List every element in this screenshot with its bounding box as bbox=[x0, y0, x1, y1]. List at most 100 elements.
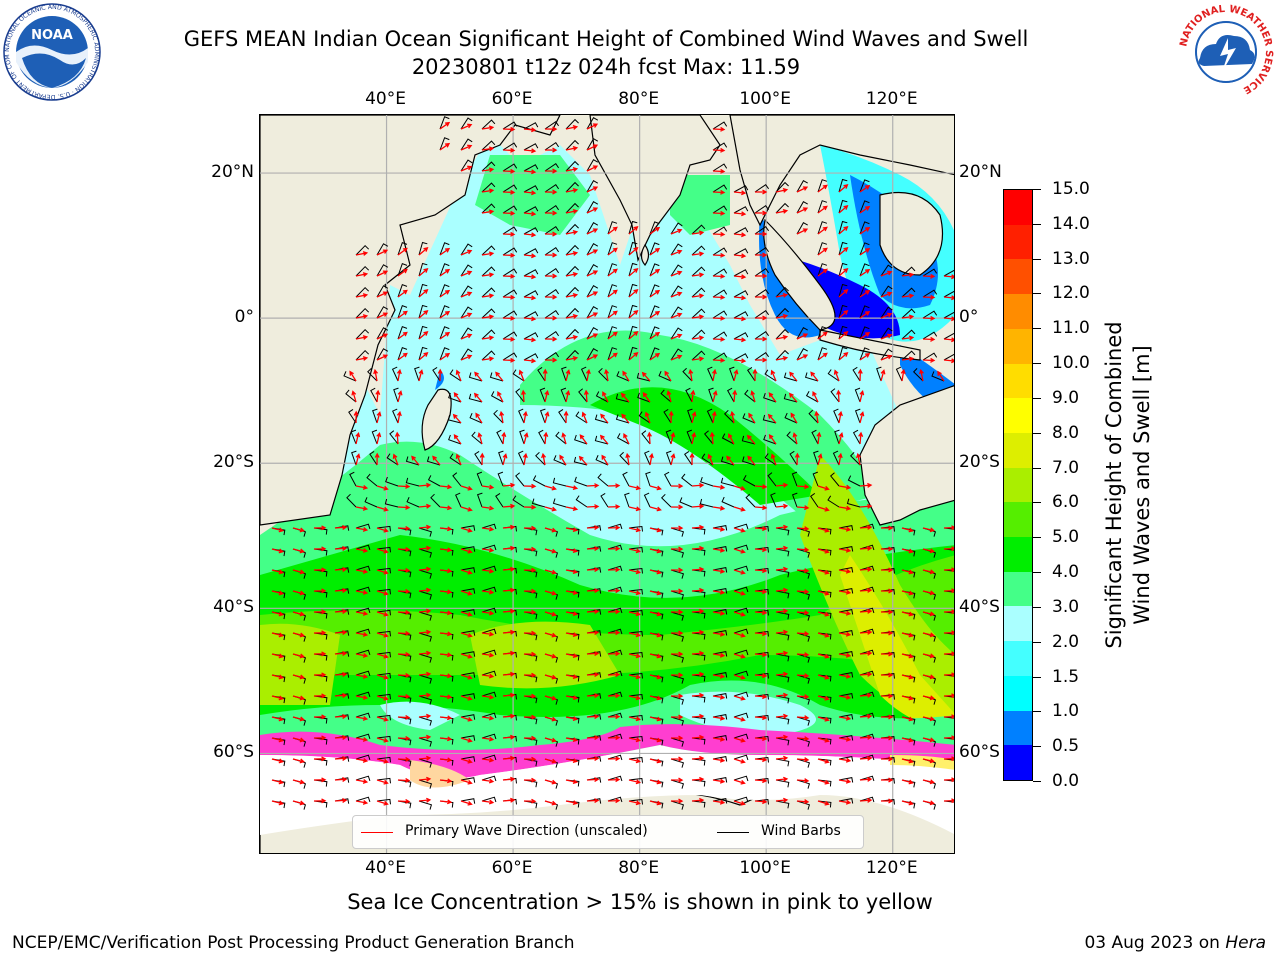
wind-barb bbox=[712, 714, 728, 720]
colorbar-segment bbox=[1004, 710, 1032, 746]
wave-arrow bbox=[691, 797, 705, 803]
wave-arrow bbox=[292, 695, 306, 701]
wind-barb bbox=[912, 368, 924, 382]
colorbar-tick-label: 1.0 bbox=[1052, 701, 1080, 722]
wave-arrow bbox=[918, 368, 924, 382]
wind-barb bbox=[859, 607, 875, 614]
wind-barb bbox=[922, 289, 938, 298]
wind-barb bbox=[859, 523, 875, 530]
colorbar-segment bbox=[1004, 571, 1032, 607]
wave-arrow bbox=[838, 184, 849, 193]
wind-barb bbox=[762, 414, 777, 424]
wave-arrow bbox=[817, 590, 830, 596]
wind-barb bbox=[712, 693, 728, 699]
wave-arrow bbox=[755, 273, 768, 279]
wave-arrow bbox=[691, 629, 705, 635]
wave-arrow bbox=[292, 548, 306, 554]
wave-arrow bbox=[586, 567, 600, 573]
wave-arrow bbox=[271, 653, 285, 659]
wave-arrow bbox=[796, 228, 809, 235]
wave-arrow bbox=[495, 371, 504, 382]
wave-arrow bbox=[838, 547, 852, 553]
wind-barb bbox=[418, 262, 428, 277]
wave-arrow bbox=[376, 548, 389, 554]
wave-arrow bbox=[481, 209, 495, 215]
wave-arrow bbox=[666, 390, 672, 403]
wave-arrow bbox=[544, 527, 557, 533]
wave-arrow bbox=[586, 249, 599, 256]
wind-barb bbox=[854, 408, 861, 424]
wave-arrow bbox=[523, 609, 537, 615]
wave-arrow bbox=[691, 776, 705, 782]
colorbar-tick-mark bbox=[1033, 467, 1041, 469]
colorbar-tick-label: 2.0 bbox=[1052, 631, 1080, 652]
wave-arrow bbox=[439, 568, 453, 574]
wave-arrow bbox=[523, 148, 537, 154]
wind-barb bbox=[502, 226, 518, 235]
wind-barb bbox=[628, 714, 643, 721]
wind-barb bbox=[355, 265, 370, 277]
wind-barb bbox=[574, 434, 588, 445]
wave-arrow bbox=[649, 779, 662, 785]
wave-arrow bbox=[418, 797, 432, 803]
wave-arrow bbox=[355, 568, 369, 574]
wave-arrow bbox=[838, 526, 852, 532]
wave-arrow bbox=[754, 715, 768, 721]
wind-barb bbox=[754, 331, 770, 340]
wind-barb bbox=[490, 391, 504, 403]
wave-arrow bbox=[607, 483, 621, 489]
colorbar-segment bbox=[1004, 537, 1032, 572]
colorbar-tick-mark bbox=[1033, 363, 1041, 365]
wind-barb bbox=[481, 544, 497, 551]
wave-arrow bbox=[837, 452, 843, 466]
wave-arrow bbox=[439, 331, 451, 340]
wind-barb bbox=[901, 308, 916, 319]
wind-barb bbox=[838, 714, 854, 720]
lat-tick-label: 60°S bbox=[213, 742, 254, 763]
wave-arrow bbox=[523, 316, 537, 322]
wave-arrow bbox=[559, 454, 567, 466]
colorbar-label-line1: Significant Height of Combined bbox=[1102, 321, 1126, 649]
wave-arrow bbox=[838, 631, 852, 637]
wind-barb bbox=[628, 735, 643, 742]
wind-barb bbox=[523, 269, 539, 277]
wind-barb bbox=[628, 588, 643, 595]
colorbar-tick-mark bbox=[1033, 537, 1041, 539]
wave-arrow bbox=[583, 389, 589, 403]
wind-barb bbox=[649, 221, 660, 235]
wind-barb bbox=[712, 630, 728, 636]
wind-barb bbox=[754, 352, 770, 361]
wave-arrow bbox=[565, 611, 579, 617]
wave-arrow bbox=[523, 127, 537, 133]
wave-arrow bbox=[453, 434, 462, 445]
wave-arrow bbox=[649, 548, 662, 554]
wind-barb bbox=[901, 287, 916, 298]
wave-arrow bbox=[418, 289, 429, 298]
wave-arrow bbox=[544, 737, 557, 743]
wind-barb bbox=[418, 758, 433, 768]
wave-arrow bbox=[397, 352, 408, 361]
wind-barb bbox=[859, 691, 875, 698]
wind-barb bbox=[838, 199, 848, 214]
wind-barb bbox=[838, 651, 854, 657]
wave-arrow bbox=[523, 504, 537, 510]
wind-barb bbox=[880, 285, 893, 298]
wind-barb bbox=[670, 222, 683, 235]
wave-arrow bbox=[418, 331, 429, 340]
wave-arrow bbox=[607, 651, 621, 657]
wave-arrow bbox=[418, 352, 429, 361]
wave-arrow bbox=[796, 694, 810, 700]
wave-arrow bbox=[859, 608, 873, 614]
wave-arrow bbox=[600, 413, 609, 424]
wave-arrow bbox=[859, 650, 873, 656]
wave-arrow bbox=[733, 232, 747, 238]
wind-barb bbox=[481, 182, 496, 193]
wave-arrow bbox=[418, 268, 429, 277]
wave-arrow bbox=[628, 779, 642, 785]
wave-arrow bbox=[565, 758, 579, 764]
wave-arrow bbox=[649, 331, 661, 340]
wave-arrow bbox=[859, 797, 873, 803]
wind-barb bbox=[712, 247, 728, 256]
wave-arrow bbox=[418, 692, 432, 698]
wind-barb bbox=[489, 372, 504, 382]
